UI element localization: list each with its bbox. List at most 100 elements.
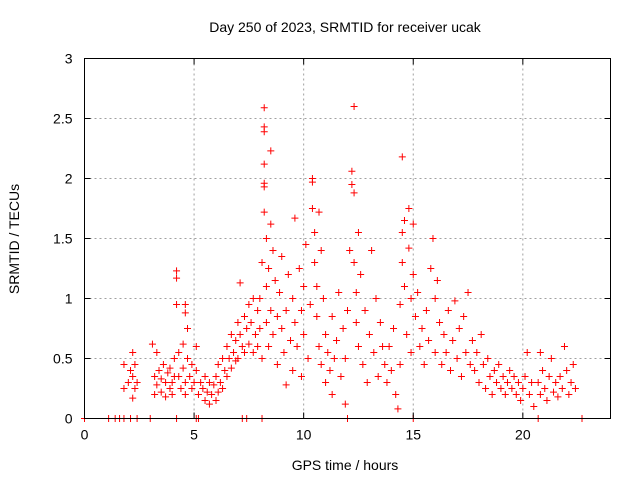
data-point xyxy=(210,381,218,389)
data-point xyxy=(262,319,270,326)
data-point xyxy=(245,340,253,348)
data-point xyxy=(265,265,273,272)
data-point xyxy=(278,325,286,332)
data-point xyxy=(521,373,529,380)
data-point xyxy=(337,373,345,380)
data-point xyxy=(168,379,176,386)
data-point xyxy=(493,379,501,386)
data-point xyxy=(398,229,406,236)
data-point xyxy=(297,373,305,380)
data-point xyxy=(245,301,253,308)
data-point xyxy=(383,379,391,386)
data-point xyxy=(302,241,310,248)
data-point xyxy=(499,373,507,380)
data-point xyxy=(357,271,365,278)
data-point xyxy=(363,379,371,386)
data-point xyxy=(129,373,137,380)
data-point xyxy=(166,364,174,372)
data-point xyxy=(385,343,393,350)
data-point xyxy=(273,313,281,320)
data-point xyxy=(464,289,472,296)
data-point xyxy=(181,379,189,386)
data-point xyxy=(267,220,275,228)
data-point xyxy=(436,319,444,326)
data-point xyxy=(227,364,235,372)
data-point xyxy=(451,297,459,305)
data-point xyxy=(177,385,185,392)
data-point xyxy=(240,349,248,356)
data-point xyxy=(565,391,573,398)
data-point xyxy=(223,343,231,350)
data-point xyxy=(556,373,564,380)
data-point xyxy=(381,361,389,368)
data-point xyxy=(232,337,240,344)
data-point xyxy=(460,313,468,320)
data-point xyxy=(153,381,161,389)
data-point xyxy=(398,259,406,266)
data-point xyxy=(396,301,404,308)
data-point xyxy=(429,235,437,242)
data-point xyxy=(273,361,281,368)
data-point xyxy=(240,313,248,320)
data-point xyxy=(536,391,544,398)
data-point xyxy=(352,319,360,326)
data-point xyxy=(278,253,286,260)
x-axis-title: GPS time / hours xyxy=(292,457,399,473)
data-point xyxy=(192,367,200,374)
data-point xyxy=(466,361,474,368)
data-point xyxy=(508,385,516,392)
data-point xyxy=(387,367,395,374)
data-point xyxy=(497,385,505,392)
x-tick-label: 5 xyxy=(190,427,198,443)
data-point xyxy=(420,361,428,368)
data-point xyxy=(560,343,568,350)
data-point xyxy=(313,283,321,290)
data-point xyxy=(409,271,417,278)
data-point xyxy=(271,277,279,284)
data-point xyxy=(260,208,268,216)
data-point xyxy=(512,391,520,398)
data-point xyxy=(300,331,308,338)
data-point xyxy=(287,337,295,344)
data-point xyxy=(335,289,343,296)
data-point xyxy=(269,331,277,338)
data-point xyxy=(256,325,264,332)
data-point xyxy=(390,325,398,332)
data-point xyxy=(503,379,511,386)
data-point xyxy=(173,274,181,282)
data-point xyxy=(328,391,336,398)
data-point xyxy=(120,385,128,392)
data-point xyxy=(254,307,262,314)
data-point xyxy=(543,397,551,404)
data-point xyxy=(536,349,544,356)
data-point xyxy=(433,277,441,284)
data-point xyxy=(471,367,479,374)
data-point xyxy=(262,235,270,242)
data-point xyxy=(488,391,496,398)
data-point xyxy=(514,379,522,386)
data-point xyxy=(484,355,492,362)
data-point xyxy=(212,373,220,380)
data-point xyxy=(495,361,503,368)
data-point xyxy=(477,331,485,338)
data-point xyxy=(258,355,266,362)
data-point xyxy=(166,385,174,392)
data-point xyxy=(236,279,244,287)
data-point xyxy=(400,283,408,290)
data-point xyxy=(462,349,470,356)
data-point xyxy=(306,301,314,308)
data-point xyxy=(216,379,224,386)
data-point xyxy=(186,373,194,380)
y-tick-label: 0.5 xyxy=(53,351,73,367)
data-point xyxy=(473,349,481,356)
data-point xyxy=(453,355,461,362)
x-tick-label: 0 xyxy=(81,427,89,443)
data-points xyxy=(81,103,586,422)
data-point xyxy=(260,183,268,191)
data-point xyxy=(339,325,347,332)
data-point xyxy=(501,391,509,398)
data-point xyxy=(539,367,547,374)
data-point xyxy=(374,373,382,380)
data-point xyxy=(313,313,321,320)
y-axis-title: SRMTID / TECUs xyxy=(6,184,22,294)
